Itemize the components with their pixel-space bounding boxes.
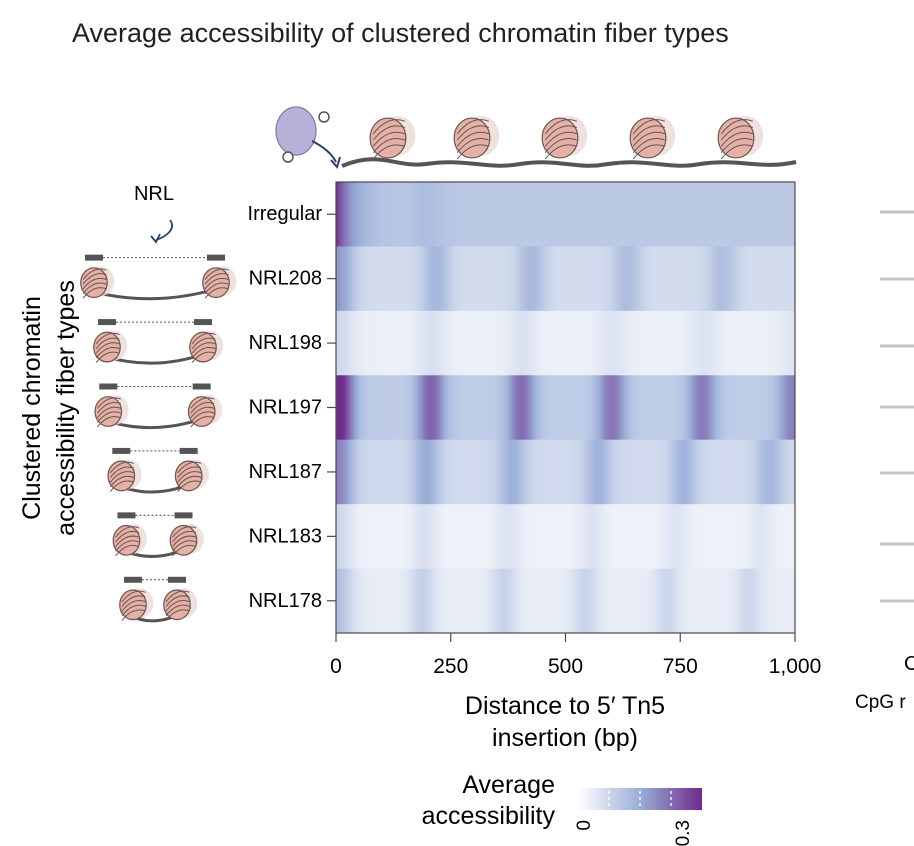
nucleosome-icon xyxy=(169,523,204,557)
nrl-schematics xyxy=(80,254,237,623)
nucleosome-icon xyxy=(163,588,198,621)
heatmap-row xyxy=(336,375,795,441)
heatmap-row xyxy=(336,310,795,376)
nucleosome-icon xyxy=(119,588,154,621)
nucleosome-icon xyxy=(369,115,416,160)
nucleosome-icon xyxy=(112,523,147,557)
y-tick-label: NRL183 xyxy=(249,525,322,547)
colorbar-title-line1: Average xyxy=(462,771,555,799)
nrl-schematic xyxy=(93,319,224,365)
y-tick-label: NRL187 xyxy=(249,461,322,483)
right-panel-tick-partial: C xyxy=(904,653,914,675)
nucleosome-icon xyxy=(541,115,588,160)
nrl-arrow-icon xyxy=(155,219,173,241)
nrl-arrowhead-icon xyxy=(150,233,161,244)
right-panel-partial: C CpG r xyxy=(855,210,914,713)
nrl-schematic xyxy=(94,383,222,429)
insertion-arrow-icon xyxy=(311,140,337,163)
y-tick-label: NRL208 xyxy=(249,268,322,290)
x-tick-label: 0 xyxy=(330,655,342,678)
heatmap-row xyxy=(336,246,795,312)
nrl-schematic xyxy=(107,447,209,494)
x-tick-label: 1,000 xyxy=(769,655,822,678)
heatmap-row xyxy=(336,504,795,570)
nucleosome-icon xyxy=(107,459,142,492)
y-axis: Irregular NRL208 NRL198 NRL197 NRL187 NRL183 N… xyxy=(248,203,336,612)
nucleosome-icon xyxy=(717,115,764,160)
y-tick-label: NRL197 xyxy=(249,397,322,419)
nucleosome-icon xyxy=(174,459,209,492)
x-axis-title-line2: insertion (bp) xyxy=(492,724,638,752)
nrl-schematic xyxy=(112,512,204,558)
adapter-loop-icon xyxy=(318,111,330,123)
nucleosome-icon xyxy=(80,266,115,299)
y-tick-label: Irregular xyxy=(248,203,323,225)
x-axis: 0 250 500 750 1,000 xyxy=(330,633,821,678)
x-tick-label: 500 xyxy=(548,655,583,678)
insertion-arrowhead-icon xyxy=(330,156,341,170)
nucleosome-icon xyxy=(453,115,500,160)
y-tick-label: NRL178 xyxy=(249,590,322,612)
y-axis-title-line1: Clustered chromatin xyxy=(18,296,46,520)
nucleosome-icon xyxy=(187,395,222,428)
x-tick-label: 750 xyxy=(663,655,698,678)
colorbar-max-label: 0.3 xyxy=(673,820,694,846)
x-axis-title-line1: Distance to 5′ Tn5 xyxy=(465,692,665,720)
nucleosome-icon xyxy=(93,330,128,363)
nucleosome-icon xyxy=(202,266,237,299)
heatmap-rows xyxy=(336,182,795,634)
nrl-schematic xyxy=(119,576,198,623)
dna-strand-icon xyxy=(341,157,797,168)
nrl-schematic xyxy=(80,254,237,301)
colorbar-min-label: 0 xyxy=(574,820,595,831)
chart-title: Average accessibility of clustered chrom… xyxy=(72,18,729,48)
nrl-annotation-label: NRL xyxy=(134,183,174,205)
x-tick-label: 250 xyxy=(433,655,468,678)
right-panel-axis-partial: CpG r xyxy=(855,692,906,713)
heatmap-row xyxy=(336,439,795,505)
nucleosome-icon xyxy=(94,395,129,428)
y-axis-title-line2: accessibility fiber types xyxy=(52,280,80,536)
nucleosome-icon xyxy=(629,115,676,160)
nucleosome-icon xyxy=(189,330,224,363)
tn5-transposase-icon xyxy=(275,106,317,156)
heatmap-row xyxy=(336,568,795,634)
nucleosome-fiber-schematic xyxy=(275,106,797,170)
y-tick-label: NRL198 xyxy=(249,332,322,354)
adapter-loop-icon xyxy=(282,151,294,163)
colorbar-title-line2: accessibility xyxy=(422,802,556,830)
heatmap-row xyxy=(336,182,795,247)
